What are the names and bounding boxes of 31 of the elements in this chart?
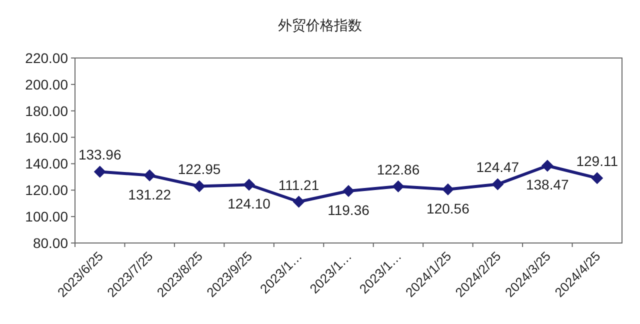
text: 131.22 [128,186,172,202]
text: 133.96 [78,146,122,163]
y-tick-label: 200.00 [25,76,68,92]
chart-title: 外贸价格指数 [278,17,362,33]
text: 124.47 [476,159,520,176]
point [392,180,404,192]
y-tick-label: 100.00 [25,208,68,225]
text: 120.56 [426,200,470,216]
text: 122.86 [376,161,420,178]
point [342,184,354,197]
text: 138.47 [526,176,569,193]
text: 122.95 [178,161,221,178]
point [193,180,206,192]
text: 124.10 [228,196,270,212]
y-tick-label: 160.00 [25,129,68,146]
point [442,183,454,196]
y-tick-label: 220.00 [25,50,68,66]
point [94,166,106,178]
point [144,169,156,182]
point [591,172,604,184]
y-tick-label: 80.00 [32,235,68,251]
y-tick-label: 180.00 [25,102,68,119]
text: 129.11 [576,153,618,170]
text: 119.36 [328,202,370,218]
point [541,160,554,172]
point [492,178,504,190]
y-tick-label: 140.00 [25,156,68,172]
point [243,178,256,191]
point [292,196,305,208]
y-tick-label: 120.00 [25,182,68,198]
text: 111.21 [278,176,320,193]
